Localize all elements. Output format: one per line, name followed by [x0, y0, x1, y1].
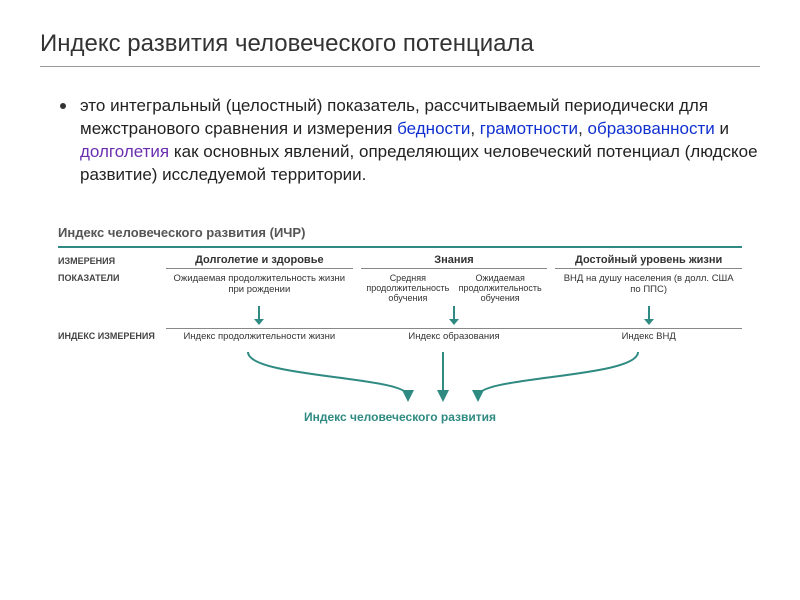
arrow-col1: [166, 306, 353, 328]
rowlabel-indicators: ПОКАЗАТЕЛИ: [58, 271, 158, 306]
converge-arrows: [58, 348, 742, 408]
diagram-separator: [58, 246, 742, 248]
bullet-dot: [60, 103, 66, 109]
para-sep1: ,: [470, 119, 479, 138]
indicator-mean-schooling: Средняя продолжительность обучения: [365, 273, 451, 304]
title-underline: [40, 66, 760, 67]
arrow-down-icon: [453, 306, 455, 320]
final-hdi-label: Индекс человеческого развития: [58, 410, 742, 424]
converge-svg: [58, 348, 758, 408]
link-literacy[interactable]: грамотности: [480, 119, 578, 138]
arrow-down-icon: [258, 306, 260, 320]
slide-title: Индекс развития человеческого потенциала: [40, 30, 760, 58]
arrow-col3: [555, 306, 742, 328]
para-sep3: и: [715, 119, 729, 138]
diagram-grid: ИЗМЕРЕНИЯ Долголетие и здоровье Знания Д…: [58, 254, 742, 344]
rowlabel-dimensions: ИЗМЕРЕНИЯ: [58, 254, 158, 271]
col-head-living: Достойный уровень жизни: [555, 254, 742, 269]
indicator-expected-schooling: Ожидаемая продолжительность обучения: [457, 273, 543, 304]
link-poverty[interactable]: бедности: [397, 119, 470, 138]
para-post: как основных явлений, определяющих челов…: [80, 142, 758, 184]
hdi-diagram: Индекс человеческого развития (ИЧР) ИЗМЕ…: [40, 217, 760, 424]
col-head-longevity: Долголетие и здоровье: [166, 254, 353, 269]
index-life: Индекс продолжительности жизни: [166, 329, 353, 344]
index-education: Индекс образования: [361, 329, 548, 344]
definition-paragraph: это интегральный (целостный) показатель,…: [80, 95, 760, 187]
bullet-block: это интегральный (целостный) показатель,…: [40, 95, 760, 187]
indicator-gni: ВНД на душу населения (в долл. США по ПП…: [555, 271, 742, 306]
para-sep2: ,: [578, 119, 587, 138]
indicator-knowledge-group: Средняя продолжительность обучения Ожида…: [361, 271, 548, 306]
link-education[interactable]: образованности: [588, 119, 715, 138]
diagram-title: Индекс человеческого развития (ИЧР): [58, 225, 742, 240]
indicator-life-expectancy: Ожидаемая продолжительность жизни при ро…: [166, 271, 353, 306]
arrow-down-icon: [648, 306, 650, 320]
link-longevity[interactable]: долголетия: [80, 142, 169, 161]
col-head-knowledge: Знания: [361, 254, 548, 269]
rowlabel-index: ИНДЕКС ИЗМЕРЕНИЯ: [58, 329, 158, 344]
arrow-col2: [361, 306, 548, 328]
index-gni: Индекс ВНД: [555, 329, 742, 344]
